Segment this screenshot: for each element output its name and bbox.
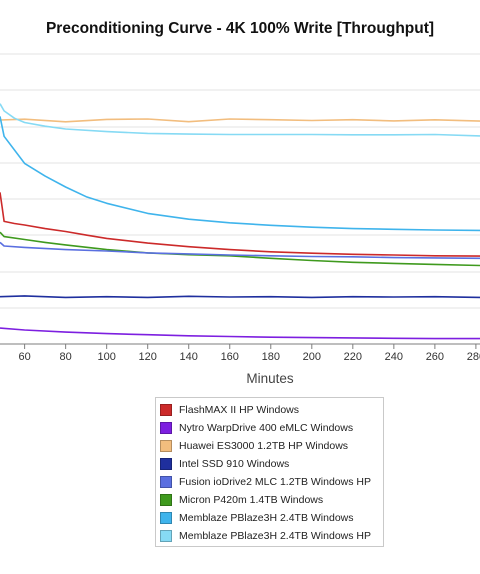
series-line-5 bbox=[0, 231, 480, 267]
series-line-3 bbox=[0, 295, 480, 299]
legend-label-1: Nytro WarpDrive 400 eMLC Windows bbox=[179, 422, 354, 434]
legend-item-3[interactable]: Intel SSD 910 Windows bbox=[160, 455, 383, 473]
legend-item-1[interactable]: Nytro WarpDrive 400 eMLC Windows bbox=[160, 419, 383, 437]
x-tick-label-200: 200 bbox=[303, 351, 321, 363]
legend-swatch-6 bbox=[160, 512, 172, 524]
series-line-2 bbox=[0, 118, 480, 123]
legend-label-3: Intel SSD 910 Windows bbox=[179, 458, 290, 470]
x-tick-label-220: 220 bbox=[344, 351, 362, 363]
legend-swatch-7 bbox=[160, 530, 172, 542]
series-line-4 bbox=[0, 241, 480, 260]
legend: FlashMAX II HP Windows Nytro WarpDrive 40… bbox=[155, 397, 384, 547]
legend-label-4: Fusion ioDrive2 MLC 1.2TB Windows HP bbox=[179, 476, 371, 488]
x-tick-label-240: 240 bbox=[385, 351, 403, 363]
x-tick-label-60: 60 bbox=[18, 351, 30, 363]
x-tick-label-140: 140 bbox=[180, 351, 198, 363]
series-line-6 bbox=[0, 116, 480, 232]
legend-item-5[interactable]: Micron P420m 1.4TB Windows bbox=[160, 491, 383, 509]
series-line-0 bbox=[0, 192, 480, 257]
legend-label-7: Memblaze PBlaze3H 2.4TB Windows HP bbox=[179, 530, 371, 542]
x-tick-label-280: 280 bbox=[467, 351, 480, 363]
legend-label-0: FlashMAX II HP Windows bbox=[179, 404, 300, 416]
legend-item-4[interactable]: Fusion ioDrive2 MLC 1.2TB Windows HP bbox=[160, 473, 383, 491]
tick-layer: 60 80 100 120 140 160 180 200 220 240 260 280 bbox=[18, 344, 480, 363]
x-tick-label-80: 80 bbox=[60, 351, 72, 363]
legend-item-7[interactable]: Memblaze PBlaze3H 2.4TB Windows HP bbox=[160, 527, 383, 545]
legend-item-6[interactable]: Memblaze PBlaze3H 2.4TB Windows bbox=[160, 509, 383, 527]
series-layer bbox=[0, 103, 480, 340]
series-line-1 bbox=[0, 327, 480, 340]
plot-area: 60 80 100 120 140 160 180 200 220 240 260 280 Minut… bbox=[0, 53, 480, 386]
series-line-7 bbox=[0, 103, 480, 137]
grid-layer bbox=[0, 53, 480, 309]
legend-swatch-4 bbox=[160, 476, 172, 488]
x-axis-label: Minutes bbox=[246, 371, 294, 386]
x-tick-label-120: 120 bbox=[139, 351, 157, 363]
legend-swatch-3 bbox=[160, 458, 172, 470]
x-tick-label-180: 180 bbox=[262, 351, 280, 363]
legend-item-0[interactable]: FlashMAX II HP Windows bbox=[160, 401, 383, 419]
legend-swatch-2 bbox=[160, 440, 172, 452]
legend-swatch-1 bbox=[160, 422, 172, 434]
chart-title: Preconditioning Curve - 4K 100% Write [T… bbox=[45, 20, 435, 37]
legend-swatch-5 bbox=[160, 494, 172, 506]
legend-item-2[interactable]: Huawei ES3000 1.2TB HP Windows bbox=[160, 437, 383, 455]
legend-label-6: Memblaze PBlaze3H 2.4TB Windows bbox=[179, 512, 354, 524]
legend-label-2: Huawei ES3000 1.2TB HP Windows bbox=[179, 440, 349, 452]
x-tick-label-100: 100 bbox=[97, 351, 115, 363]
x-tick-label-160: 160 bbox=[221, 351, 239, 363]
legend-swatch-0 bbox=[160, 404, 172, 416]
x-tick-label-260: 260 bbox=[426, 351, 444, 363]
legend-label-5: Micron P420m 1.4TB Windows bbox=[179, 494, 324, 506]
